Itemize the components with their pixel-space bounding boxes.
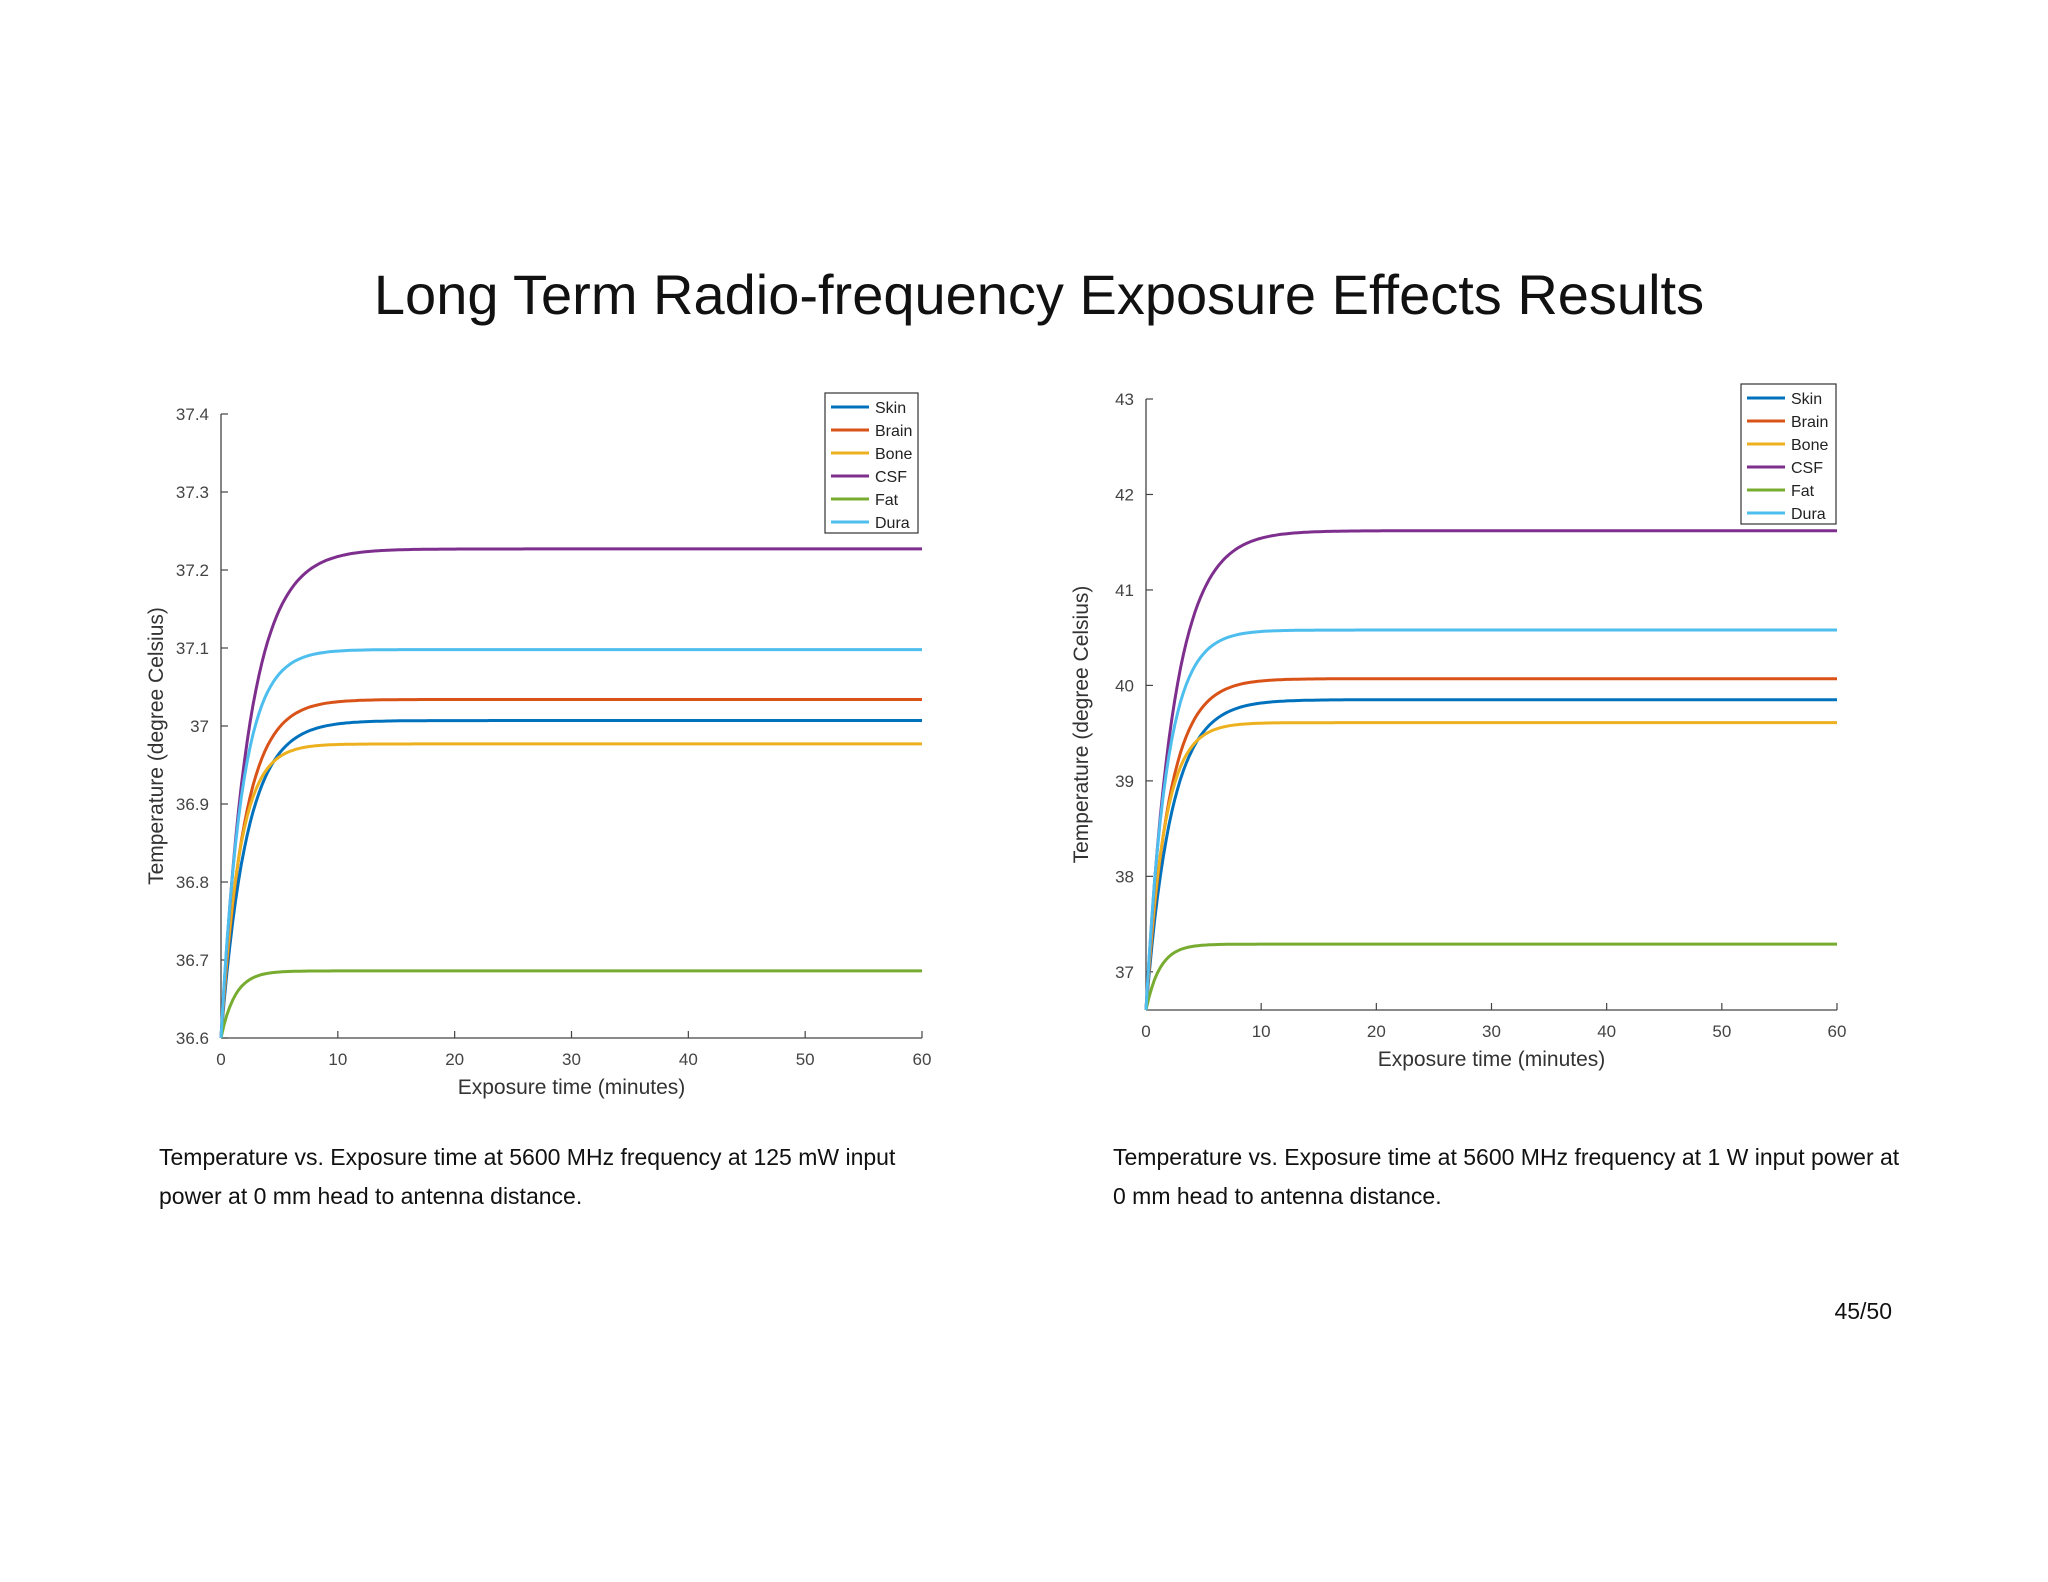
series-line-fat — [1144, 942, 1837, 1011]
legend-label-skin: Skin — [1791, 391, 1822, 408]
series-line-brain — [219, 698, 922, 1039]
y-tick-label: 43 — [1115, 390, 1134, 409]
page-number: 45/50 — [1834, 1298, 1892, 1324]
series-line-skin — [1144, 698, 1837, 1011]
y-tick-label: 36.8 — [176, 873, 209, 892]
y-tick-label: 37.1 — [176, 639, 209, 658]
legend-label-csf: CSF — [875, 469, 907, 486]
series-line-bone — [1144, 721, 1837, 1011]
slide-title: Long Term Radio-frequency Exposure Effec… — [373, 263, 1705, 326]
y-tick-label: 37.3 — [176, 483, 209, 502]
series-line-brain — [1144, 677, 1837, 1011]
x-tick-label: 60 — [1828, 1022, 1847, 1041]
legend-label-brain: Brain — [1791, 414, 1828, 431]
caption-125mw: Temperature vs. Exposure time at 5600 MH… — [159, 1144, 896, 1209]
x-tick-label: 40 — [1597, 1022, 1616, 1041]
y-tick-label: 39 — [1115, 772, 1134, 791]
y-tick-label: 37 — [1115, 963, 1134, 982]
x-tick-label: 0 — [1141, 1022, 1150, 1041]
series-line-csf — [1144, 529, 1837, 1011]
x-tick-label: 0 — [216, 1050, 225, 1069]
y-tick-label: 42 — [1115, 485, 1134, 504]
series-line-bone — [219, 742, 922, 1039]
legend-label-dura: Dura — [1791, 506, 1826, 523]
temperature-chart-125mw: 0 10 20 30 40 50 60 36.6 36.7 36.8 36.9 37 37.1 37.2 3… — [145, 392, 932, 1099]
legend-label-brain: Brain — [875, 423, 912, 440]
y-tick-label: 40 — [1115, 676, 1134, 695]
legend-label-fat: Fat — [875, 492, 899, 509]
caption-1w: Temperature vs. Exposure time at 5600 MH… — [1113, 1144, 1900, 1209]
y-axis-label: Temperature (degree Celsius) — [1070, 586, 1093, 864]
legend-label-skin: Skin — [875, 400, 906, 417]
y-tick-label: 36.6 — [176, 1029, 209, 1048]
y-tick-label: 36.7 — [176, 951, 209, 970]
y-tick-label: 37.2 — [176, 561, 209, 580]
legend-box — [824, 392, 919, 534]
x-tick-label: 10 — [1252, 1022, 1271, 1041]
series-line-skin — [219, 719, 922, 1039]
x-tick-label: 20 — [1367, 1022, 1386, 1041]
x-tick-label: 50 — [796, 1050, 815, 1069]
y-tick-label: 41 — [1115, 581, 1134, 600]
x-axis-label: Exposure time (minutes) — [458, 1076, 686, 1099]
x-tick-label: 50 — [1712, 1022, 1731, 1041]
x-axis-label: Exposure time (minutes) — [1378, 1048, 1606, 1071]
series-line-fat — [219, 969, 922, 1039]
y-tick-label: 38 — [1115, 867, 1134, 886]
legend-box — [1740, 383, 1837, 525]
legend-label-fat: Fat — [1791, 483, 1815, 500]
legend-label-bone: Bone — [875, 446, 912, 463]
x-tick-label: 30 — [1482, 1022, 1501, 1041]
x-tick-label: 30 — [562, 1050, 581, 1069]
series-line-csf — [219, 547, 922, 1039]
x-tick-label: 10 — [328, 1050, 347, 1069]
temperature-chart-1w: 0 10 20 30 40 50 60 37 38 39 40 41 42 43 Exposure time… — [1070, 383, 1847, 1071]
x-tick-label: 60 — [913, 1050, 932, 1069]
x-tick-label: 20 — [445, 1050, 464, 1069]
x-tick-label: 40 — [679, 1050, 698, 1069]
y-tick-label: 37 — [190, 717, 209, 736]
legend-label-dura: Dura — [875, 515, 910, 532]
y-tick-label: 37.4 — [176, 405, 209, 424]
y-tick-label: 36.9 — [176, 795, 209, 814]
series-line-dura — [219, 648, 922, 1039]
legend-label-bone: Bone — [1791, 437, 1828, 454]
series-line-dura — [1144, 628, 1837, 1011]
legend-label-csf: CSF — [1791, 460, 1823, 477]
y-axis-label: Temperature (degree Celsius) — [145, 607, 168, 885]
